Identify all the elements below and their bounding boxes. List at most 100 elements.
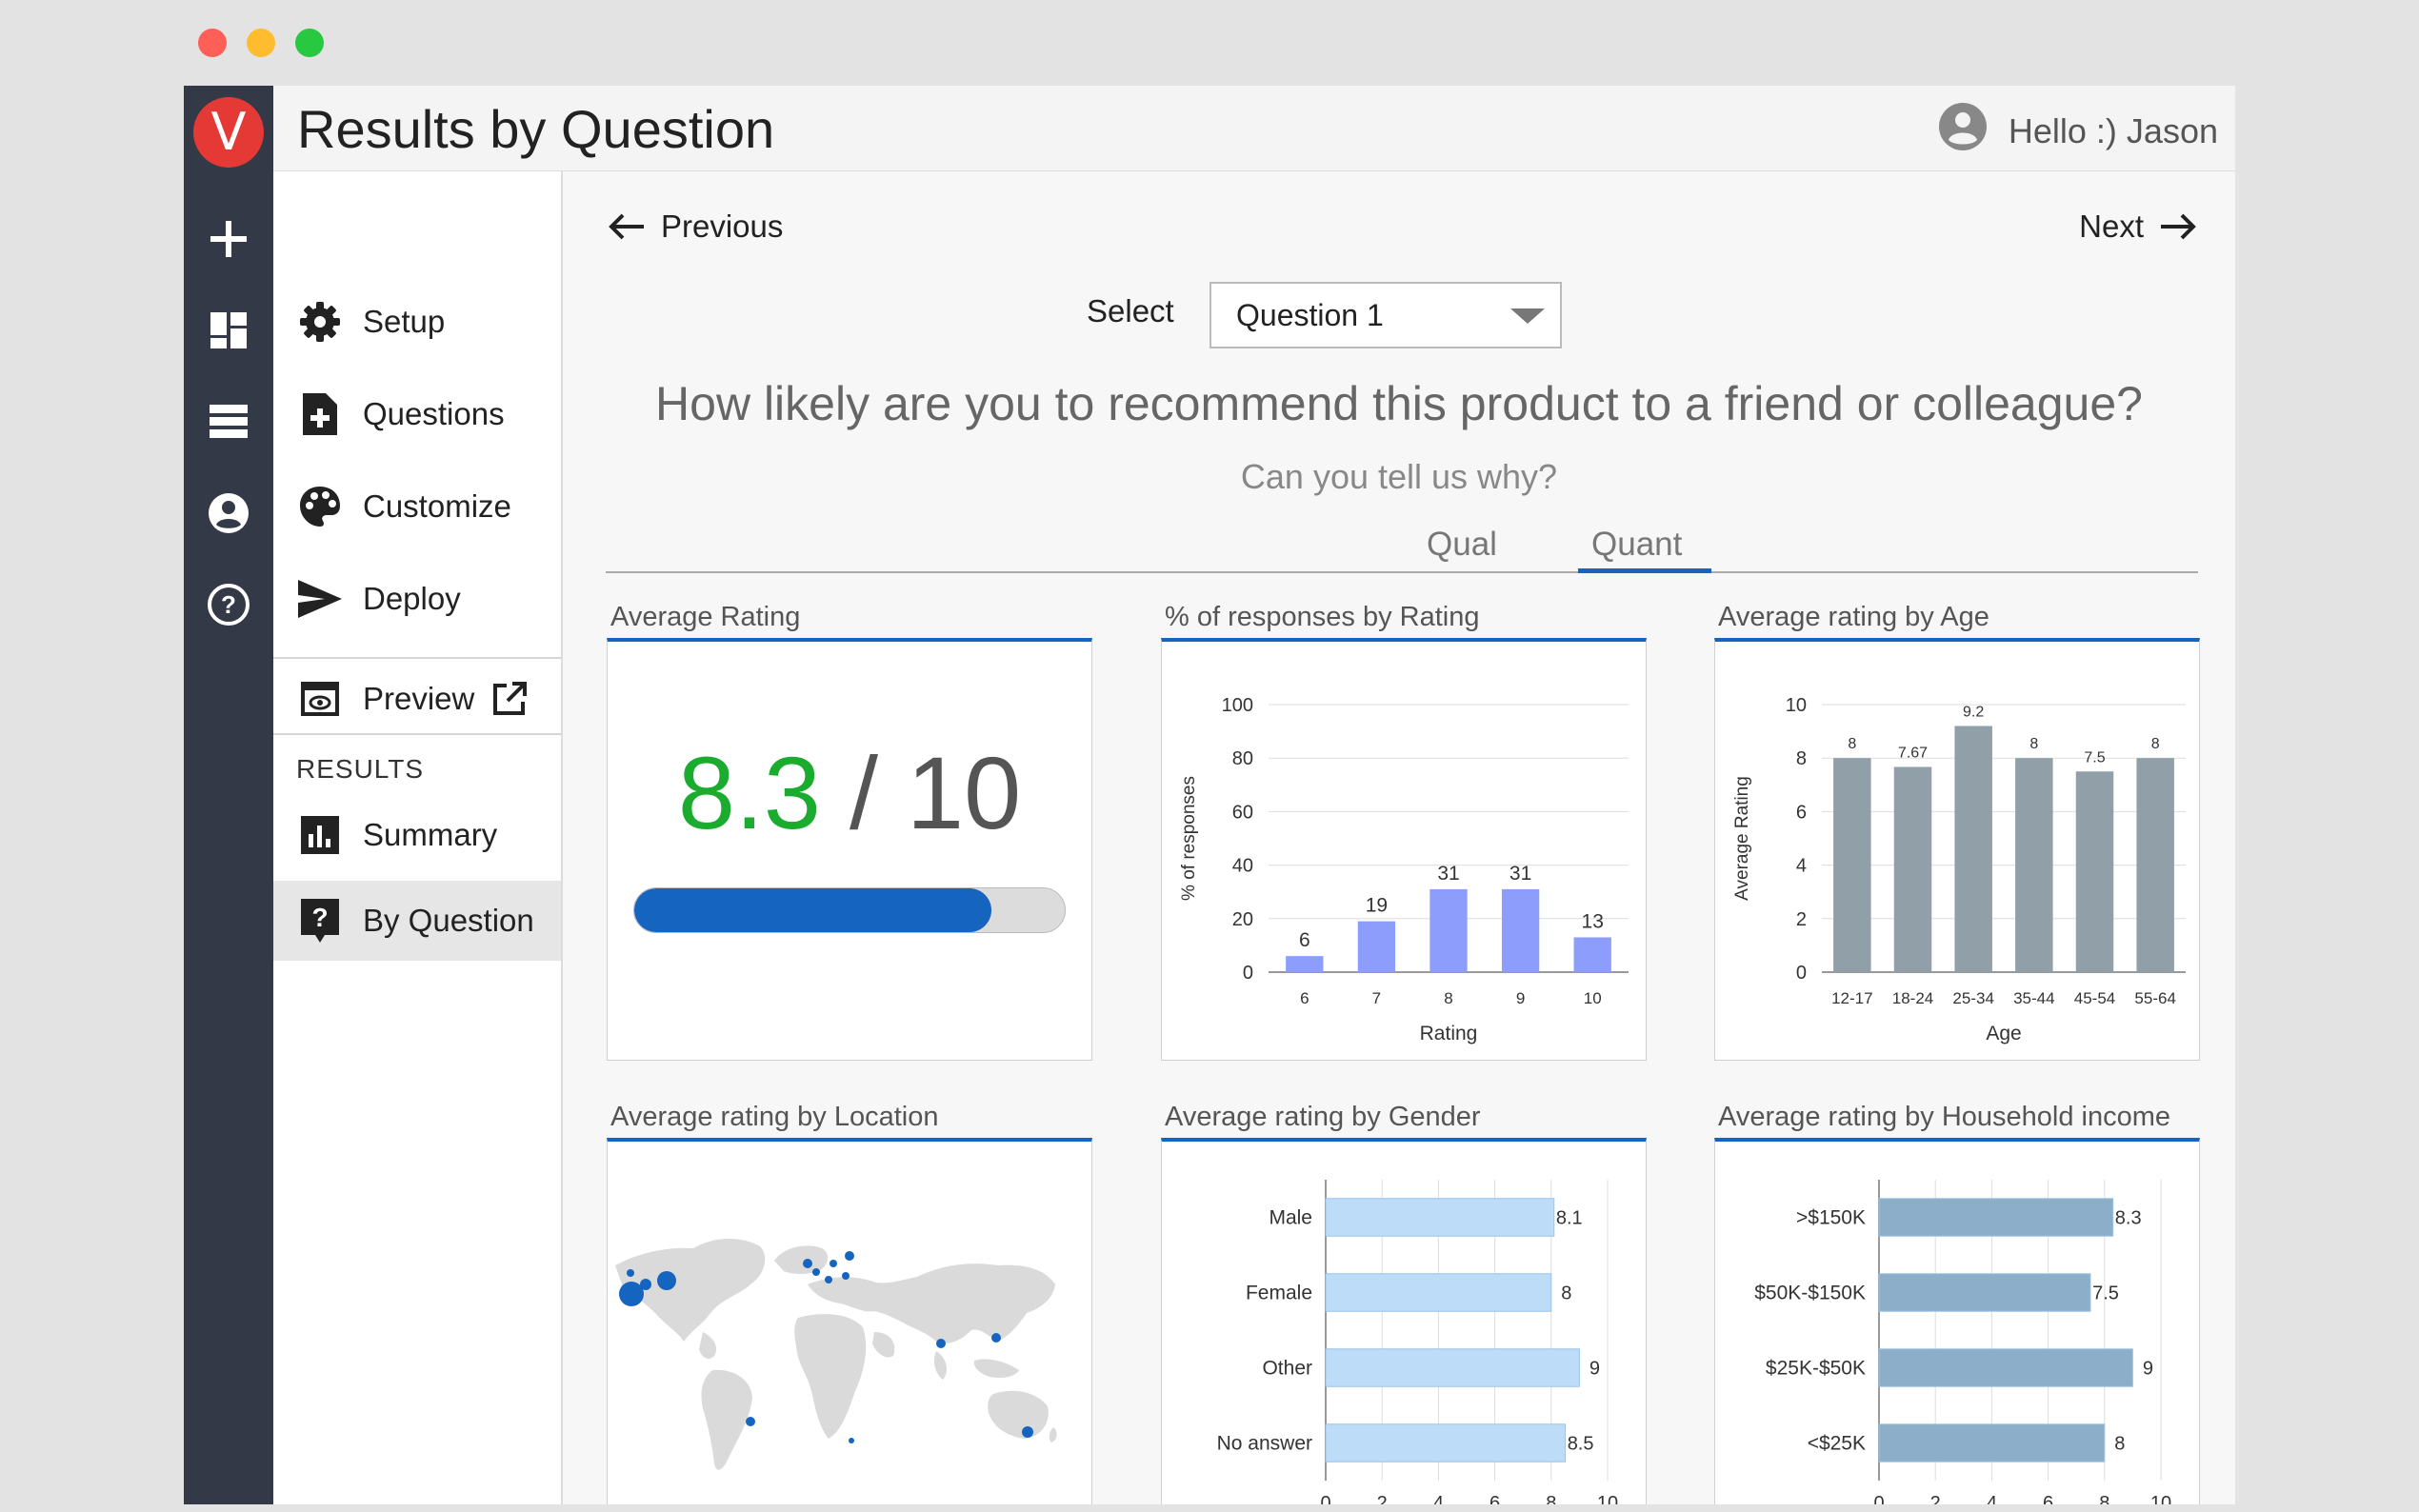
bar: [1878, 1273, 2091, 1312]
minimize-window-button[interactable]: [247, 29, 275, 57]
bar: [2136, 758, 2174, 972]
y-axis-label: % of responses: [1179, 776, 1199, 901]
data-label: 9.2: [1963, 704, 1984, 720]
help-icon[interactable]: ?: [205, 581, 252, 628]
sidebar-item-preview[interactable]: Preview: [273, 659, 561, 739]
percent-by-rating-chart: 0 20 40 60 80 100 6 6 19 7 31 8 31 9 13 10 Rating % of re…: [1179, 695, 1629, 1044]
data-label: 9: [2143, 1359, 2153, 1380]
data-label: 8.3: [2115, 1208, 2142, 1229]
average-score: 8.3: [677, 735, 821, 850]
app-logo[interactable]: V: [193, 97, 264, 168]
category-label: $25K-$50K: [1766, 1358, 1866, 1380]
sidebar-item-customize[interactable]: Customize: [273, 467, 561, 547]
sidebar-item-questions[interactable]: Questions: [273, 374, 561, 454]
main-content: Previous Select Question 1 Next How like…: [563, 171, 2235, 1504]
x-tick-label: 12-17: [1831, 989, 1872, 1007]
bar: [1833, 758, 1871, 972]
sidebar-label-setup: Setup: [363, 304, 446, 339]
category-label: >$150K: [1796, 1207, 1866, 1229]
y-tick-label: 80: [1232, 748, 1253, 769]
x-tick-label: 4: [1433, 1493, 1444, 1504]
by-income-card: 0 2 4 6 8 10 8.3 >$150K 7.5 $50K-$150K 9 $25K-$50K 8…: [1714, 1138, 2200, 1504]
data-label: 13: [1582, 910, 1604, 932]
sidebar-label-summary: Summary: [363, 817, 498, 852]
x-tick-label: 55-64: [2134, 989, 2175, 1007]
page-title: Results by Question: [297, 99, 775, 159]
average-rating-card: 8.3 / 10: [607, 638, 1092, 1061]
data-label: 8.1: [1556, 1208, 1583, 1229]
sidebar-item-summary[interactable]: Summary: [273, 795, 561, 875]
bar: [2075, 771, 2114, 972]
y-tick-label: 100: [1222, 695, 1253, 716]
x-axis-label: Rating: [1420, 1023, 1478, 1044]
account-icon[interactable]: [205, 489, 252, 537]
select-label: Select: [1087, 293, 1174, 328]
bar: [1325, 1198, 1555, 1237]
sidebar-item-by-question[interactable]: ? By Question: [273, 881, 561, 961]
bar: [1501, 888, 1540, 972]
chevron-down-icon: [1510, 308, 1545, 324]
previous-label: Previous: [661, 209, 784, 244]
sidebar-item-deploy[interactable]: Deploy: [273, 559, 561, 639]
sidebar-divider: [273, 733, 561, 735]
x-tick-label: 6: [1300, 989, 1309, 1007]
user-avatar-icon[interactable]: [1938, 102, 1988, 160]
sidebar-label-questions: Questions: [363, 396, 505, 431]
by-age-chart: 0 2 4 6 8 10 8 12-17 7.67 18-24 9.2 25-34 8 35-44 7.5 4…: [1732, 695, 2186, 1044]
data-label: 8: [2029, 736, 2038, 752]
y-tick-label: 20: [1232, 909, 1253, 930]
data-label: 9: [1589, 1359, 1600, 1380]
by-income-chart: 0 2 4 6 8 10 8.3 >$150K 7.5 $50K-$150K 9 $25K-$50K 8…: [1754, 1180, 2171, 1504]
sidebar: Setup Questions Customize Deploy Previe: [273, 171, 563, 1504]
close-window-button[interactable]: [198, 29, 227, 57]
y-tick-label: 0: [1243, 963, 1253, 984]
x-tick-label: 10: [1584, 989, 1602, 1007]
svg-text:?: ?: [311, 903, 328, 932]
x-tick-label: 2: [1377, 1493, 1388, 1504]
user-menu[interactable]: Hello :) Jason: [1938, 102, 2218, 160]
bar: [1893, 766, 1932, 972]
x-tick-label: 8: [1444, 989, 1452, 1007]
average-rating-value: 8.3 / 10: [608, 733, 1091, 852]
previous-button[interactable]: Previous: [608, 203, 783, 250]
y-tick-label: 4: [1796, 856, 1807, 877]
plus-icon[interactable]: [205, 215, 252, 263]
y-tick-label: 10: [1786, 695, 1807, 716]
category-label: Other: [1262, 1358, 1312, 1380]
data-label: 8: [1848, 736, 1856, 752]
data-label: 8: [1561, 1283, 1571, 1304]
list-icon[interactable]: [205, 398, 252, 446]
x-tick-label: 8: [2099, 1493, 2109, 1504]
send-icon: [296, 575, 344, 623]
app-window: V ? Results by Question Hello :) Jason: [184, 86, 2235, 1504]
x-tick-label: 2: [1930, 1493, 1941, 1504]
next-button[interactable]: Next: [2079, 203, 2197, 250]
bar: [1325, 1348, 1580, 1387]
tab-qual[interactable]: Qual: [1427, 526, 1497, 563]
svg-text:?: ?: [221, 590, 236, 619]
data-label: 8: [2114, 1434, 2125, 1455]
y-tick-label: 0: [1796, 963, 1807, 984]
question-icon: ?: [296, 897, 344, 945]
tab-quant[interactable]: Quant: [1591, 526, 1683, 563]
external-link-icon[interactable]: [491, 681, 528, 717]
sidebar-item-setup[interactable]: Setup: [273, 282, 561, 362]
card-title-by-gender: Average rating by Gender: [1165, 1102, 1481, 1132]
next-label: Next: [2079, 209, 2144, 244]
zoom-window-button[interactable]: [295, 29, 324, 57]
dashboard-icon[interactable]: [205, 307, 252, 354]
x-tick-label: 25-34: [1952, 989, 1993, 1007]
x-axis-label: Age: [1986, 1023, 2021, 1044]
x-tick-label: 10: [2150, 1493, 2171, 1504]
arrow-right-icon: [2159, 212, 2197, 241]
y-tick-label: 8: [1796, 748, 1807, 769]
rating-progress-fill: [634, 888, 992, 932]
active-tab-indicator: [1578, 568, 1711, 573]
bar: [1325, 1273, 1552, 1312]
bar: [1954, 726, 1992, 972]
x-tick-label: 7: [1372, 989, 1381, 1007]
question-select[interactable]: Question 1: [1210, 282, 1562, 348]
data-label: 7.5: [2084, 749, 2105, 766]
x-tick-label: 4: [1987, 1493, 1997, 1504]
bar: [1325, 1423, 1567, 1462]
